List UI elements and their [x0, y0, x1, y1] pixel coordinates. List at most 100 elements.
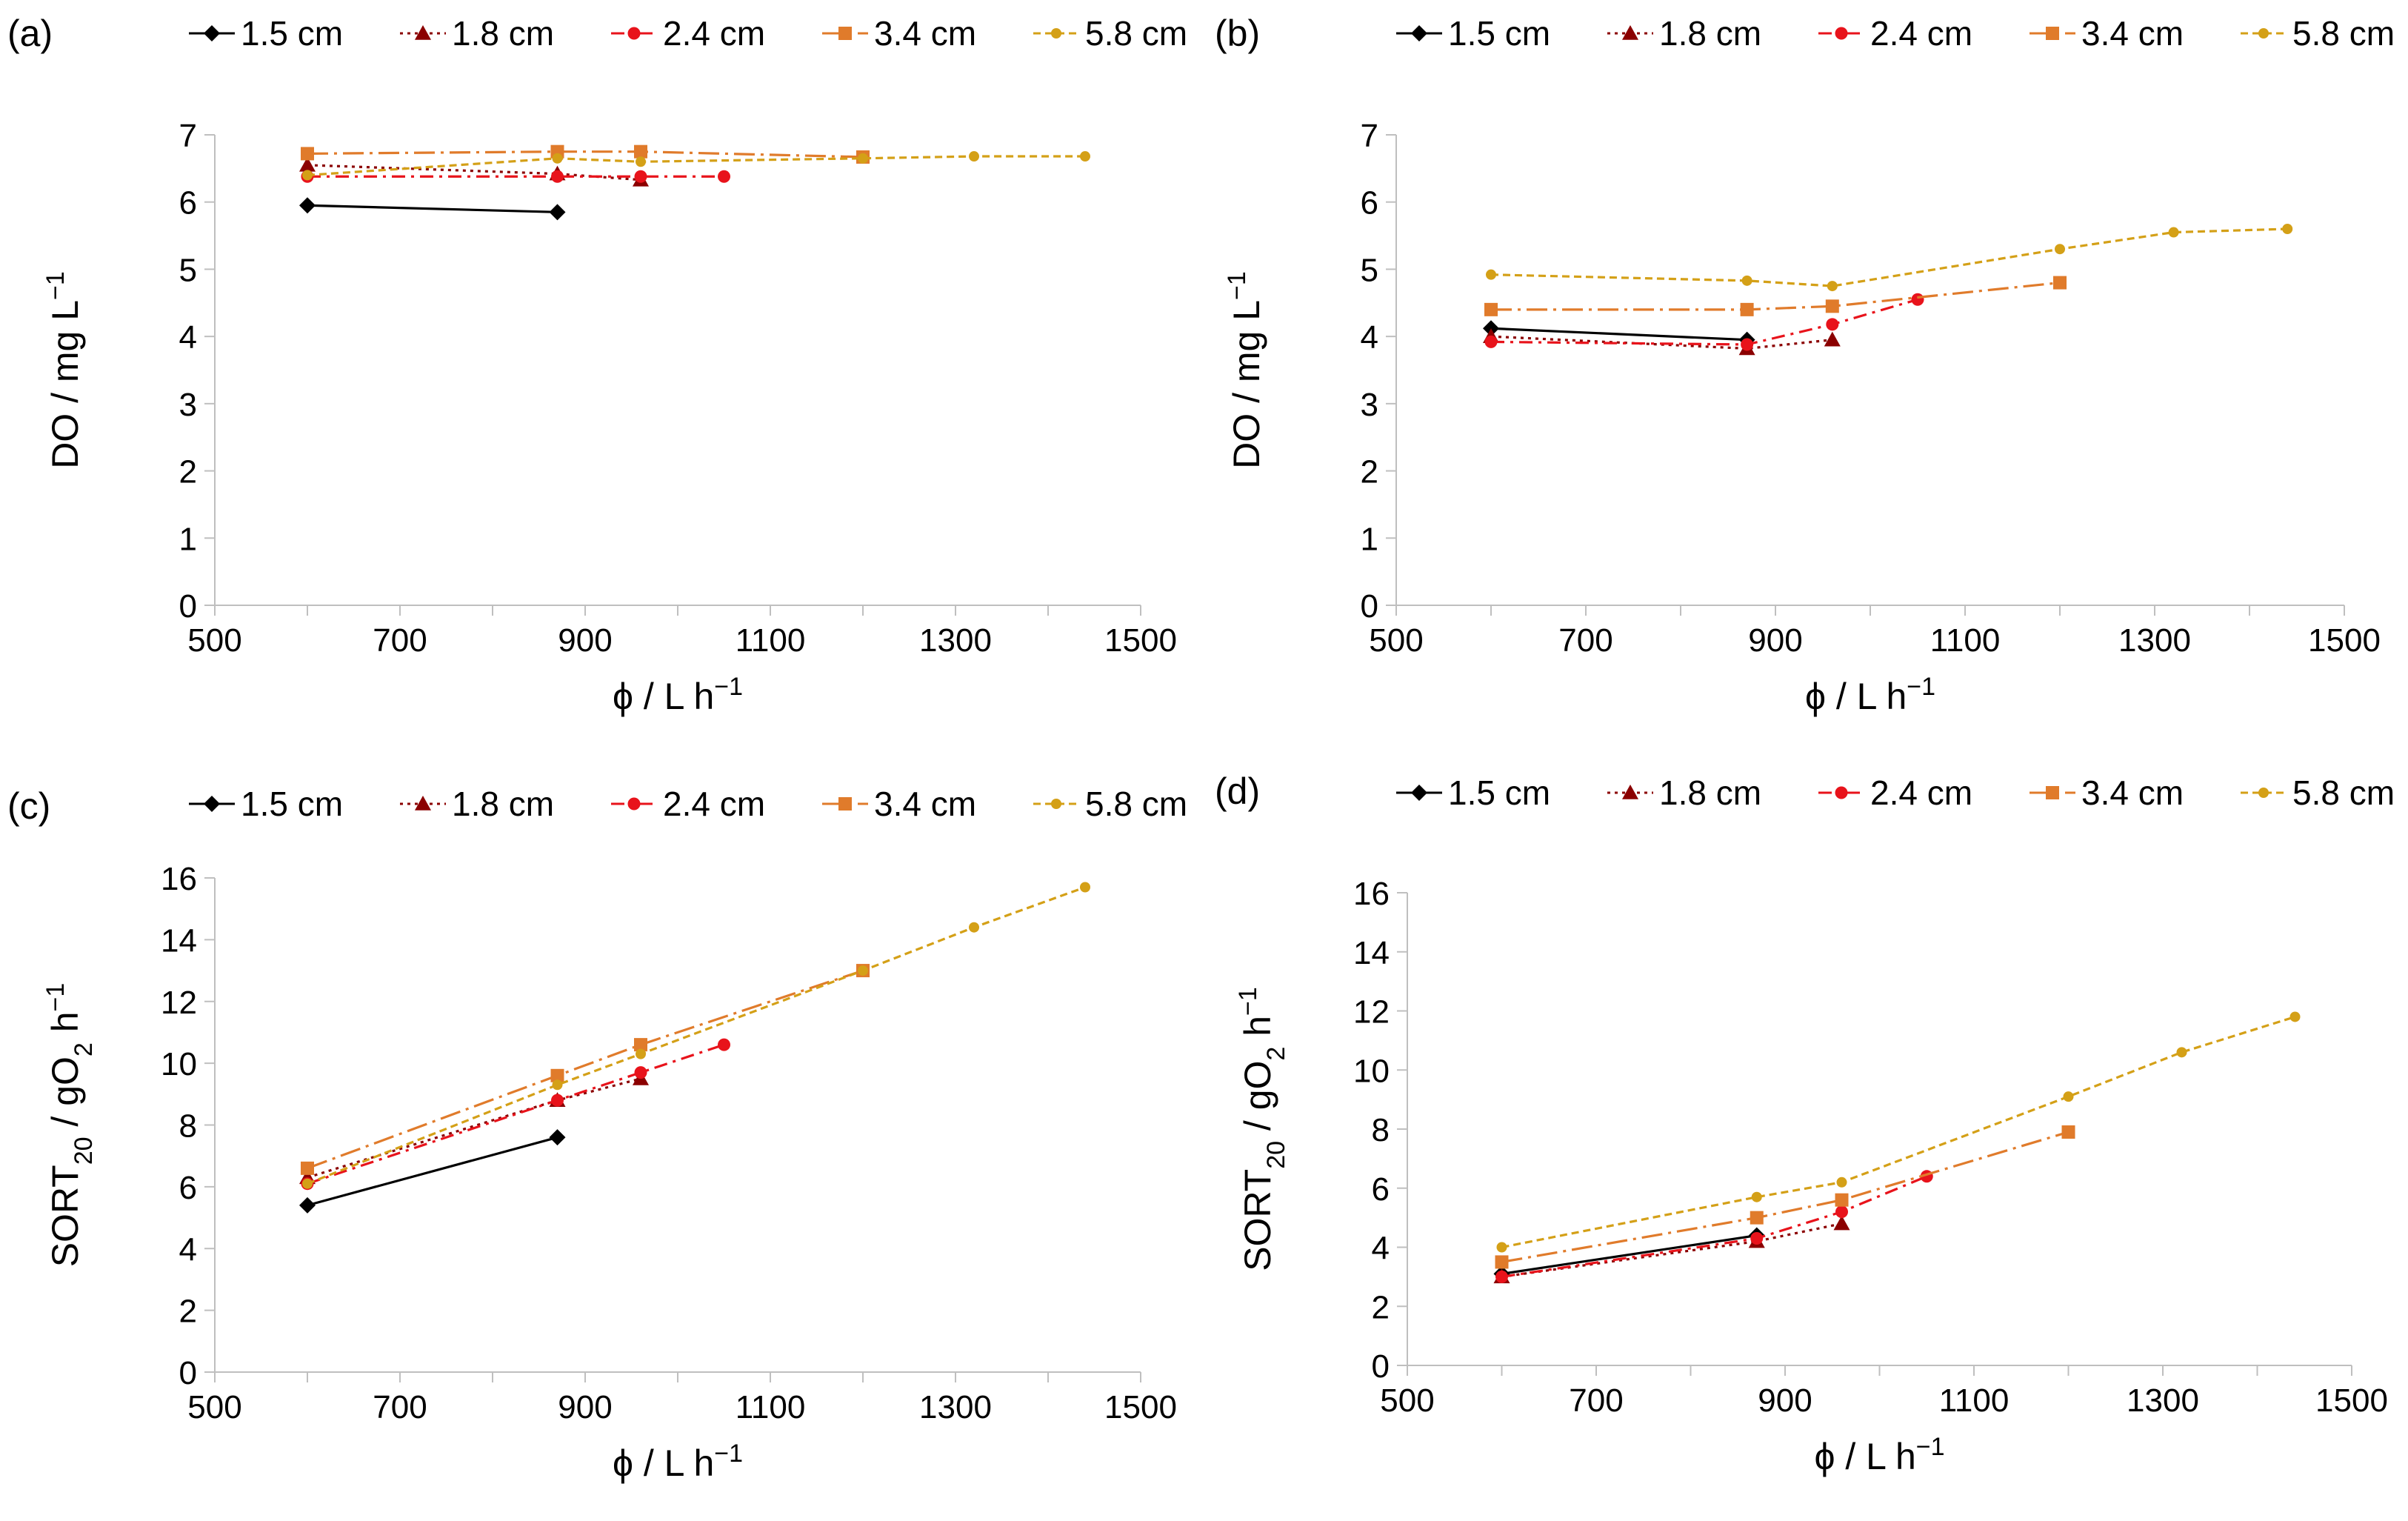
x-tick-label: 900 — [1758, 1382, 1812, 1419]
legend-entry: 2.4 cm — [1870, 773, 1972, 812]
legend-marker — [1051, 28, 1061, 39]
data-point — [1741, 275, 1752, 286]
data-point — [1750, 1232, 1764, 1245]
x-axis-label: ϕ / L h−1 — [613, 673, 743, 717]
data-point — [1825, 299, 1839, 313]
x-tick-label: 700 — [373, 622, 427, 659]
data-point — [1835, 1205, 1848, 1219]
data-point — [549, 1129, 566, 1146]
legend-marker — [1835, 27, 1848, 40]
series-line — [1490, 327, 1747, 342]
x-tick-label: 700 — [1558, 622, 1612, 659]
legend-entry: 2.4 cm — [663, 785, 765, 823]
data-point — [1824, 331, 1841, 347]
legend-marker — [1411, 785, 1427, 801]
data-point — [969, 922, 979, 933]
data-point — [1826, 318, 1839, 331]
data-point — [299, 197, 316, 214]
data-point — [634, 1066, 647, 1079]
x-tick-label: 1500 — [2308, 622, 2381, 659]
x-tick-label: 500 — [187, 622, 241, 659]
y-tick-label: 10 — [161, 1046, 197, 1082]
y-tick-label: 6 — [179, 185, 197, 222]
y-tick-label: 4 — [179, 1231, 197, 1268]
data-point — [858, 965, 868, 976]
y-tick-label: 4 — [1361, 319, 1378, 356]
data-point — [1080, 151, 1090, 162]
data-point — [858, 153, 868, 164]
data-point — [2176, 1047, 2187, 1058]
legend-marker — [627, 27, 641, 40]
data-point — [299, 156, 316, 172]
y-axis-label: DO / mg L−1 — [1223, 271, 1267, 469]
y-tick-label: 5 — [1361, 252, 1378, 288]
data-point — [634, 170, 647, 183]
data-point — [550, 1068, 564, 1082]
y-axis-label: SORT20 / gO2 h−1 — [1234, 987, 1290, 1271]
legend-marker — [2046, 786, 2059, 799]
y-tick-label: 0 — [1372, 1348, 1390, 1385]
y-tick-label: 2 — [1361, 454, 1378, 490]
data-point — [1484, 335, 1498, 348]
data-point — [551, 170, 564, 183]
y-tick-label: 3 — [179, 387, 197, 423]
data-point — [552, 153, 563, 164]
series-line — [1490, 227, 2288, 287]
legend-entry: 5.8 cm — [2292, 14, 2395, 53]
legend-entry: 5.8 cm — [1085, 785, 1187, 823]
y-tick-label: 2 — [179, 1294, 197, 1330]
x-tick-label: 1500 — [2315, 1382, 2388, 1419]
x-tick-label: 1500 — [1104, 622, 1177, 659]
series-line — [1491, 281, 2061, 311]
data-point — [301, 1161, 314, 1175]
y-tick-label: 2 — [179, 454, 197, 490]
data-point — [2063, 1091, 2074, 1102]
series-line — [307, 969, 864, 1170]
data-point — [2289, 1011, 2301, 1022]
data-point — [1496, 1242, 1507, 1253]
data-point — [634, 144, 647, 159]
y-tick-label: 6 — [1372, 1171, 1390, 1208]
x-tick-label: 900 — [558, 1389, 612, 1425]
legend-entry: 1.5 cm — [1448, 14, 1550, 53]
y-tick-label: 16 — [161, 861, 197, 897]
legend-entry: 5.8 cm — [1085, 14, 1187, 53]
y-tick-label: 6 — [1361, 185, 1378, 222]
legend-entry: 1.5 cm — [241, 785, 343, 823]
legend-entry: 1.8 cm — [452, 14, 554, 53]
x-axis-label: ϕ / L h−1 — [1805, 673, 1935, 717]
legend-marker — [838, 797, 852, 811]
x-tick-label: 1100 — [736, 1389, 806, 1425]
legend-entry: 2.4 cm — [1870, 14, 1972, 53]
series-line — [1501, 1131, 2069, 1264]
x-tick-label: 700 — [373, 1389, 427, 1425]
x-tick-label: 1300 — [919, 1389, 992, 1425]
legend-marker — [2046, 27, 2059, 40]
legend-marker — [2258, 28, 2269, 39]
series-line — [1490, 298, 1918, 346]
x-tick-label: 1300 — [2127, 1382, 2199, 1419]
data-point — [636, 156, 646, 167]
data-point — [1495, 1255, 1509, 1269]
data-point — [1080, 882, 1090, 893]
x-tick-label: 500 — [1380, 1382, 1434, 1419]
y-tick-label: 2 — [1372, 1289, 1390, 1325]
legend-entry: 1.8 cm — [452, 785, 554, 823]
data-point — [1827, 281, 1838, 292]
data-point — [1740, 302, 1754, 316]
y-tick-label: 5 — [179, 252, 197, 288]
x-tick-label: 900 — [1748, 622, 1802, 659]
x-axis-label: ϕ / L h−1 — [613, 1440, 743, 1484]
data-point — [302, 170, 313, 181]
y-tick-label: 0 — [1361, 588, 1378, 625]
series-line — [307, 1136, 558, 1207]
data-point — [718, 170, 730, 183]
data-point — [1750, 1211, 1764, 1225]
legend-marker — [1622, 25, 1638, 40]
y-axis-label: SORT20 / gO2 h−1 — [41, 983, 98, 1268]
panel-label: (a) — [7, 13, 53, 54]
x-tick-label: 1100 — [736, 622, 806, 659]
y-tick-label: 0 — [179, 588, 197, 625]
y-tick-label: 6 — [179, 1170, 197, 1206]
legend-marker — [415, 796, 431, 811]
